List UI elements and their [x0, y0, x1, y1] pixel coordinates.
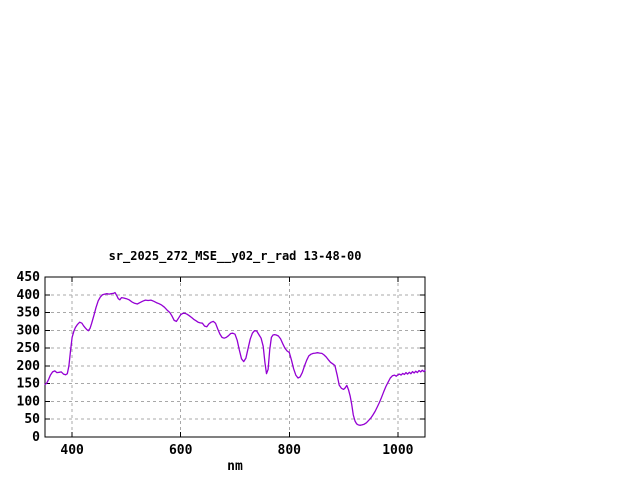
x-axis-label: nm	[227, 459, 243, 474]
y-tick-label: 250	[17, 341, 41, 356]
data-curve	[44, 291, 426, 426]
y-tick-label: 50	[24, 412, 40, 427]
x-tick-label: 800	[278, 443, 302, 458]
plot-border	[44, 276, 426, 438]
y-tick-label: 150	[17, 377, 41, 392]
y-tick-label: 350	[17, 306, 41, 321]
chart-title: sr_2025_272_MSE__y02_r_rad 13-48-00	[108, 249, 362, 263]
y-tick-label: 400	[17, 288, 41, 303]
x-tick-label: 400	[60, 443, 84, 458]
x-tick-label: 1000	[382, 443, 413, 458]
y-tick-label: 200	[17, 359, 41, 374]
y-tick-label: 300	[17, 323, 41, 338]
y-tick-label: 100	[17, 394, 41, 409]
y-tick-label: 0	[32, 430, 40, 445]
y-tick-label: 450	[17, 270, 41, 285]
x-tick-label: 600	[169, 443, 193, 458]
